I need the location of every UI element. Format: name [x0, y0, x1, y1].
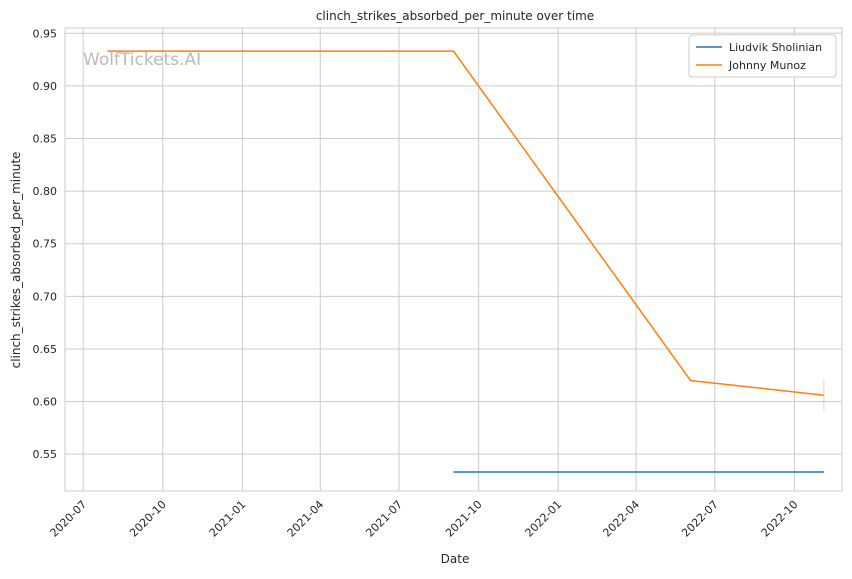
x-tick-label: 2021-04 [285, 498, 327, 540]
y-tick-label: 0.70 [33, 290, 58, 303]
y-tick-label: 0.90 [33, 80, 58, 93]
y-tick-label: 0.75 [33, 238, 58, 251]
y-tick-label: 0.80 [33, 185, 58, 198]
legend: Liudvik Sholinian Johnny Munoz [688, 34, 837, 78]
x-tick-label: 2022-10 [759, 498, 801, 540]
series-line-1 [107, 50, 824, 396]
legend-label: Liudvik Sholinian [729, 41, 822, 54]
y-tick-label: 0.65 [33, 343, 58, 356]
watermark: WolfTickets.AI [83, 50, 201, 70]
y-axis-label: clinch_strikes_absorbed_per_minute [9, 152, 23, 369]
x-tick-label: 2022-07 [679, 498, 721, 540]
legend-label: Johnny Munoz [728, 59, 806, 72]
y-tick-label: 0.95 [33, 27, 58, 40]
x-tick-label: 2022-01 [523, 498, 565, 540]
plot-frame [64, 27, 843, 492]
y-tick-label: 0.60 [33, 396, 58, 409]
x-tick-label: 2022-04 [600, 498, 642, 540]
x-tick-label: 2020-10 [127, 498, 169, 540]
x-tick-label: 2021-10 [443, 498, 485, 540]
x-tick-label: 2020-07 [48, 498, 90, 540]
chart-title: clinch_strikes_absorbed_per_minute over … [316, 9, 594, 23]
y-tick-label: 0.85 [33, 132, 58, 145]
x-axis-label: Date [441, 552, 470, 566]
x-tick-label: 2021-01 [207, 498, 249, 540]
y-tick-label: 0.55 [33, 448, 58, 461]
x-tick-label: 2021-07 [363, 498, 405, 540]
